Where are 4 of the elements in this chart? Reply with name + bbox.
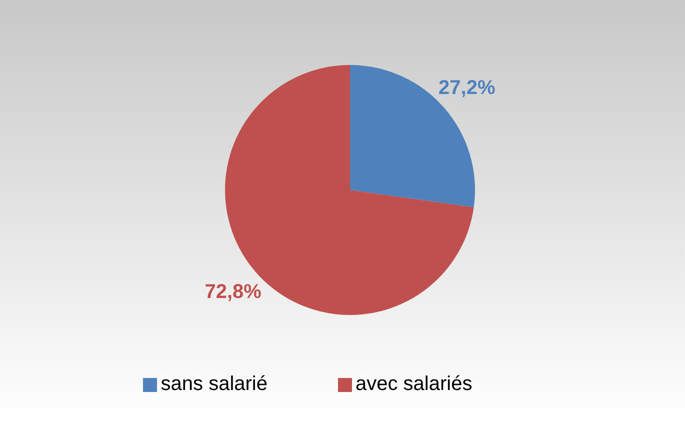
data-label: 72,8% — [204, 280, 262, 303]
legend-label: avec salariés — [356, 373, 472, 395]
data-label: 27,2% — [438, 77, 496, 100]
legend-label: sans salarié — [160, 373, 268, 395]
